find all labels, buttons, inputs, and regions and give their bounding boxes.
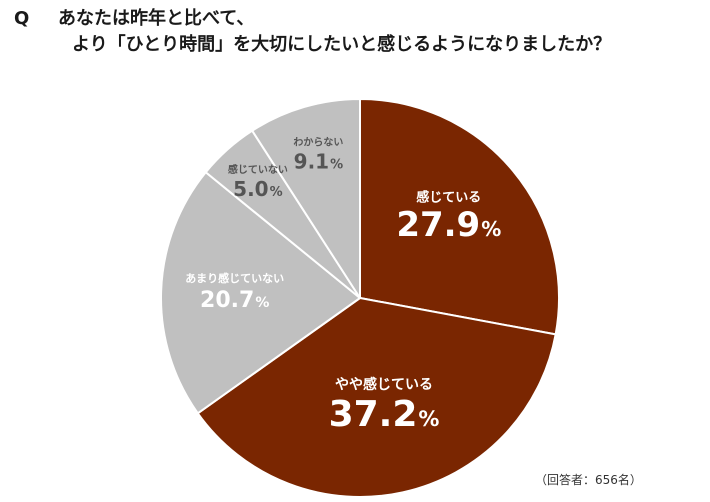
slice-value-5: 9.1% <box>294 150 343 174</box>
slice-value-4: 5.0% <box>233 177 282 201</box>
pie-slice-3 <box>160 171 361 415</box>
pie-slice-5 <box>251 98 361 299</box>
question-mark: Q <box>14 8 30 29</box>
pie-slice-2 <box>196 297 557 498</box>
slice-label-3: あまり感じていない <box>185 271 284 285</box>
respondent-note: （回答者：656名） <box>535 473 642 487</box>
slice-value-1: 27.9% <box>396 205 501 245</box>
slice-value-3: 20.7% <box>200 288 269 313</box>
question-line-1: あなたは昨年と比べて、 <box>58 8 255 29</box>
question-block: Q あなたは昨年と比べて、 より「ひとり時間」を大切にしたいと感じるようになりま… <box>14 6 704 58</box>
pie-slices <box>160 98 560 498</box>
slice-label-5: わからない <box>293 137 343 149</box>
pie-slice-1 <box>359 98 560 336</box>
slice-label-4: 感じていない <box>228 163 288 176</box>
question-line-2: より「ひとり時間」を大切にしたいと感じるようになりましたか？ <box>72 34 612 55</box>
slice-label-1: 感じている <box>416 190 481 206</box>
slice-value-2: 37.2% <box>329 394 440 435</box>
slice-label-2: やや感じている <box>335 376 433 393</box>
